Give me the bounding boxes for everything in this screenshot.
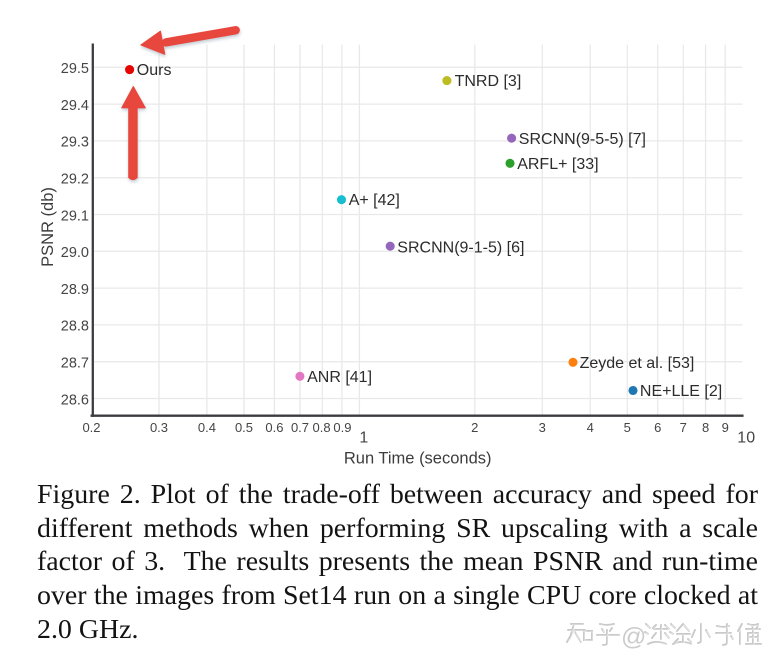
- svg-text:29.4: 29.4: [61, 98, 89, 114]
- svg-text:1: 1: [359, 430, 368, 447]
- svg-text:0.5: 0.5: [235, 420, 253, 435]
- svg-text:28.6: 28.6: [61, 392, 89, 408]
- svg-text:Ours: Ours: [137, 62, 172, 79]
- svg-text:5: 5: [624, 420, 631, 435]
- svg-text:28.9: 28.9: [61, 282, 89, 298]
- svg-text:TNRD [3]: TNRD [3]: [455, 73, 522, 90]
- svg-text:0.8: 0.8: [313, 420, 331, 435]
- svg-text:29.3: 29.3: [61, 135, 89, 151]
- svg-text:29.2: 29.2: [61, 172, 89, 188]
- svg-text:NE+LLE [2]: NE+LLE [2]: [640, 383, 722, 400]
- svg-text:4: 4: [587, 420, 594, 435]
- svg-text:0.3: 0.3: [150, 420, 168, 435]
- svg-text:8: 8: [702, 420, 709, 435]
- svg-text:Run Time (seconds): Run Time (seconds): [344, 450, 492, 468]
- svg-text:0.9: 0.9: [333, 420, 351, 435]
- svg-text:28.7: 28.7: [61, 356, 89, 372]
- svg-text:7: 7: [680, 420, 687, 435]
- svg-text:0.2: 0.2: [82, 420, 100, 435]
- svg-text:ARFL+ [33]: ARFL+ [33]: [517, 156, 598, 173]
- svg-text:@: @: [621, 623, 646, 651]
- svg-text:9: 9: [722, 420, 729, 435]
- svg-text:A+ [42]: A+ [42]: [349, 192, 400, 209]
- svg-text:6: 6: [654, 420, 661, 435]
- svg-text:ANR [41]: ANR [41]: [307, 369, 372, 386]
- svg-text:29.1: 29.1: [61, 208, 89, 224]
- svg-text:2: 2: [471, 420, 478, 435]
- svg-text:0.7: 0.7: [291, 420, 309, 435]
- svg-text:3: 3: [539, 420, 546, 435]
- svg-text:29.5: 29.5: [61, 61, 89, 77]
- svg-text:Zeyde et al. [53]: Zeyde et al. [53]: [580, 355, 695, 372]
- svg-text:0.4: 0.4: [198, 420, 216, 435]
- svg-text:29.0: 29.0: [61, 245, 89, 261]
- svg-text:10: 10: [737, 430, 755, 447]
- svg-text:0.6: 0.6: [265, 420, 283, 435]
- svg-text:SRCNN(9-1-5) [6]: SRCNN(9-1-5) [6]: [397, 239, 524, 256]
- svg-text:PSNR (db): PSNR (db): [39, 187, 57, 267]
- svg-text:28.8: 28.8: [61, 319, 89, 335]
- svg-text:SRCNN(9-5-5) [7]: SRCNN(9-5-5) [7]: [519, 131, 646, 148]
